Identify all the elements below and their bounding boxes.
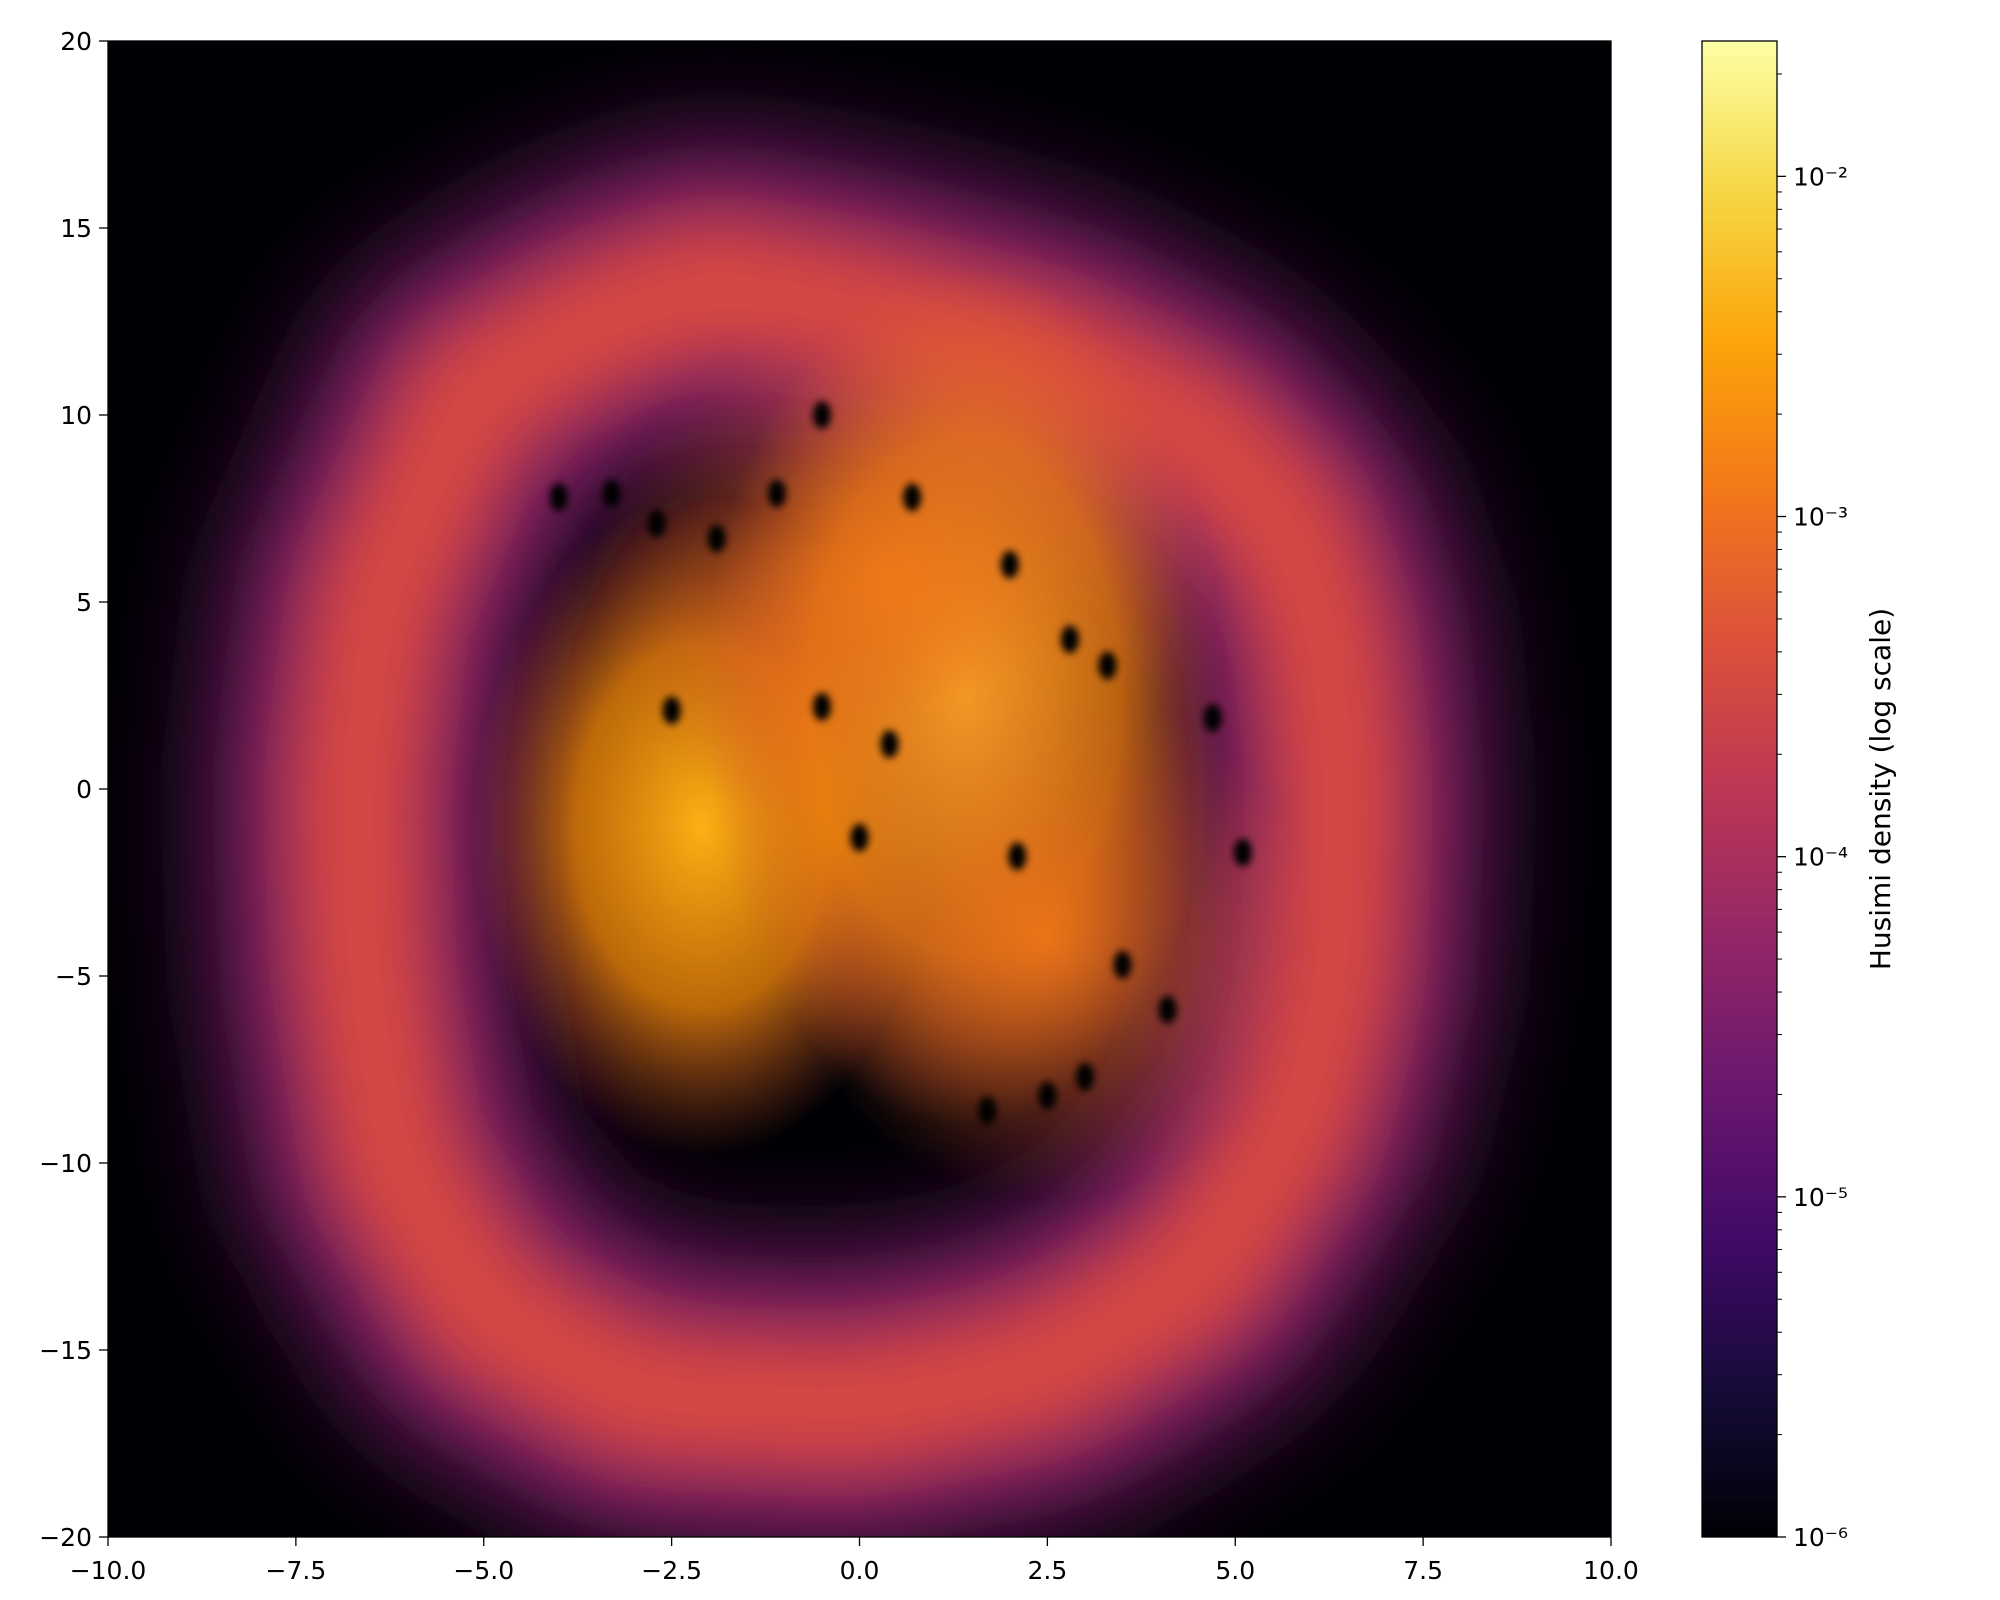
y-tick-label: 0: [76, 775, 92, 804]
density-zero: [850, 823, 869, 852]
density-zero: [707, 524, 726, 553]
y-tick-label: 10: [60, 401, 92, 430]
y-tick-label: 5: [76, 588, 92, 617]
colorbar-tick-label: 10⁻³: [1793, 503, 1848, 532]
density-zero: [1060, 625, 1079, 654]
density-zero: [812, 401, 831, 429]
y-tick-label: −5: [55, 962, 92, 991]
density-zero: [1008, 842, 1027, 871]
colorbar-label: Husimi density (log scale): [1864, 608, 1897, 970]
y-axis: −20 −15 −10 −5 0 5 10 15 20: [39, 27, 108, 1552]
density-zero: [1158, 995, 1177, 1024]
density-zero: [1203, 703, 1222, 732]
density-zero: [602, 479, 621, 508]
density-zero: [549, 483, 568, 512]
x-tick-label: −2.5: [641, 1556, 702, 1585]
density-zero: [662, 696, 681, 725]
density-zero: [1113, 950, 1132, 979]
y-tick-label: −20: [39, 1523, 92, 1552]
colorbar-tick-label: 10⁻⁶: [1793, 1523, 1848, 1552]
density-peaks: [471, 265, 1308, 1199]
density-zeros: [549, 401, 1252, 1125]
x-tick-label: −5.0: [453, 1556, 514, 1585]
density-peak: [787, 678, 1308, 1199]
x-tick-label: −10.0: [70, 1556, 147, 1585]
density-zero: [1038, 1081, 1057, 1110]
density-zero: [1098, 651, 1117, 680]
density-zero: [767, 479, 786, 508]
density-zero: [1075, 1062, 1094, 1091]
x-tick-label: 2.5: [1027, 1556, 1067, 1585]
density-zero: [903, 483, 922, 512]
x-tick-label: 10.0: [1583, 1556, 1639, 1585]
density-zero: [880, 730, 899, 759]
y-tick-label: 20: [60, 27, 92, 56]
colorbar-ticks: 10⁻⁶ 10⁻⁵ 10⁻⁴ 10⁻³ 10⁻²: [1777, 73, 1848, 1552]
y-tick-label: −10: [39, 1149, 92, 1178]
x-tick-label: −7.5: [266, 1556, 327, 1585]
x-tick-label: 0.0: [840, 1556, 880, 1585]
density-zero: [647, 509, 666, 538]
density-zero: [1233, 838, 1252, 867]
colorbar-tick-label: 10⁻⁴: [1793, 843, 1848, 872]
density-zero: [812, 692, 831, 721]
colorbar-gradient: [1701, 40, 1778, 1538]
y-tick-label: 15: [60, 214, 92, 243]
density-zero: [978, 1096, 997, 1125]
colorbar-tick-label: 10⁻²: [1793, 162, 1848, 191]
y-tick-label: −15: [39, 1336, 92, 1365]
x-axis: −10.0 −7.5 −5.0 −2.5 0.0 2.5 5.0 7.5 10.0: [70, 1537, 1639, 1585]
colorbar: 10⁻⁶ 10⁻⁵ 10⁻⁴ 10⁻³ 10⁻² Husimi density (log…: [1701, 40, 1897, 1552]
x-tick-label: 5.0: [1215, 1556, 1255, 1585]
colorbar-tick-label: 10⁻⁵: [1793, 1183, 1848, 1212]
heatmap-plot-area: −10.0 −7.5 −5.0 −2.5 0.0 2.5 5.0 7.5 10.0 −20 −15…: [39, 27, 1639, 1585]
density-zero: [1000, 550, 1019, 579]
x-tick-label: 7.5: [1403, 1556, 1443, 1585]
